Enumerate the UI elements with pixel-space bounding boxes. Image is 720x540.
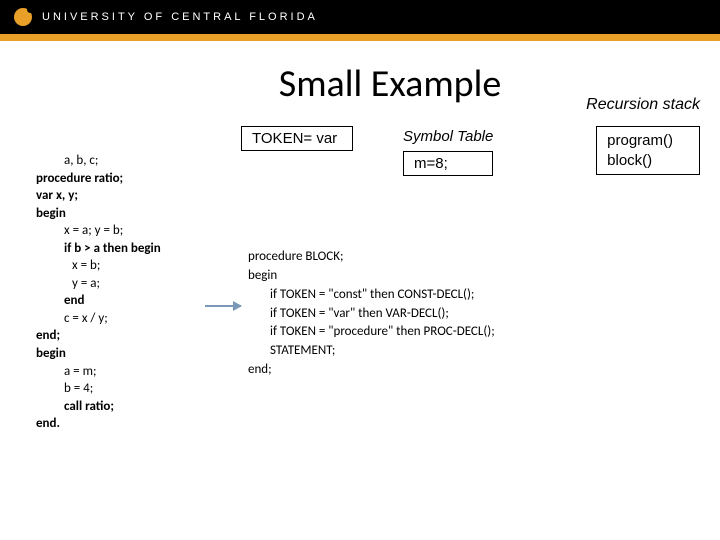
code-line: a, b, c;	[36, 152, 161, 170]
recursion-stack-label: Recursion stack	[586, 96, 700, 114]
code-line: begin	[36, 205, 161, 223]
header-bar: UNIVERSITY OF CENTRAL FLORIDA	[0, 0, 720, 34]
code-line: b = 4;	[36, 380, 161, 398]
code-line: if TOKEN = "procedure" then PROC-DECL();	[248, 323, 495, 342]
code-line: var x, y;	[36, 187, 161, 205]
code-line: if TOKEN = "const" then CONST-DECL();	[248, 286, 495, 305]
code-line: procedure BLOCK;	[248, 248, 495, 267]
symbol-table-entry: m=8;	[403, 151, 493, 176]
code-line: a = m;	[36, 363, 161, 381]
stack-item-block: block()	[607, 151, 673, 171]
code-line: procedure ratio;	[36, 170, 161, 188]
recursion-stack-box: program() block()	[596, 126, 700, 175]
code-line: if b > a then begin	[36, 240, 161, 258]
source-code-left: a, b, c; procedure ratio; var x, y; begi…	[36, 152, 161, 433]
code-line: c = x / y;	[36, 310, 161, 328]
code-line: end;	[248, 361, 495, 380]
university-name: UNIVERSITY OF CENTRAL FLORIDA	[42, 11, 318, 23]
procedure-code-right: procedure BLOCK; begin if TOKEN = "const…	[248, 248, 495, 380]
code-line: x = b;	[36, 257, 161, 275]
code-line: end;	[36, 327, 161, 345]
accent-bar	[0, 34, 720, 41]
code-line: call ratio;	[36, 398, 161, 416]
code-line: if TOKEN = "var" then VAR-DECL();	[248, 305, 495, 324]
code-line: end.	[36, 415, 161, 433]
code-line: begin	[248, 267, 495, 286]
code-line: STATEMENT;	[248, 342, 495, 361]
token-box: TOKEN= var	[241, 126, 353, 151]
code-line: end	[36, 292, 161, 310]
symbol-table-label: Symbol Table	[403, 128, 493, 145]
arrow-icon	[205, 305, 241, 307]
code-line: x = a; y = b;	[36, 222, 161, 240]
stack-item-program: program()	[607, 131, 673, 151]
code-line: begin	[36, 345, 161, 363]
code-line: y = a;	[36, 275, 161, 293]
pegasus-logo-icon	[14, 8, 32, 26]
